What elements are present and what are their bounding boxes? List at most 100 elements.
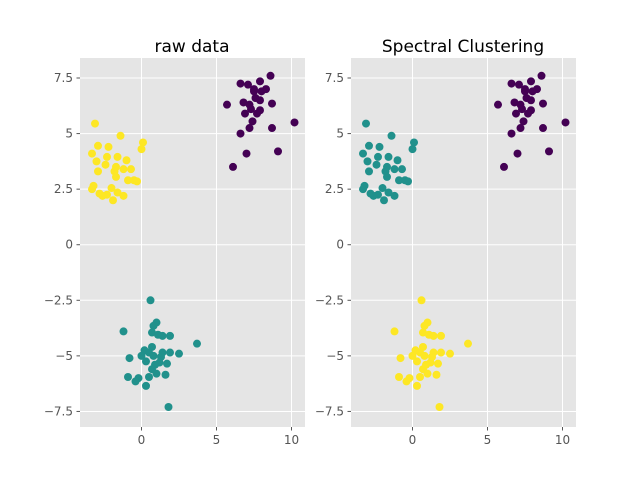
scatter-point [148,328,156,337]
scatter-point [413,357,421,366]
y-tick-label: 0 [65,238,73,252]
scatter-point [435,402,444,411]
scatter-point [122,156,131,165]
scatter-point [359,185,367,194]
scatter-point [193,339,201,348]
scatter-point [266,71,275,80]
scatter-point [161,370,170,379]
scatter-point [404,177,412,186]
scatter-point [146,296,155,305]
scatter-point [387,131,396,140]
scatter-point [375,142,384,151]
scatter-point [104,142,113,151]
panel-spectral-clustering: 0 5 10 −7.5 −5 −2.5 0 2.5 5 7.5 Spectral Clusterin… [315,37,576,447]
scatter-point [127,165,135,174]
scatter-point [91,119,99,128]
scatter-point [545,147,553,156]
y-tick-label: 0 [336,238,344,252]
scatter-point [245,124,254,133]
y-tick-label: 5 [65,127,73,141]
scatter-point [124,176,132,185]
scatter-point [112,172,120,181]
scatter-point [223,100,231,109]
scatter-point [539,99,547,108]
y-tick-label: 2.5 [54,182,73,196]
y-tick-label: −5 [326,349,344,363]
scatter-point [88,149,96,158]
scatter-point [163,359,171,368]
scatter-point [107,184,116,193]
scatter-point [374,152,382,161]
scatter-point [175,349,183,358]
scatter-point [131,377,140,386]
scatter-point [390,327,399,336]
scatter-point [390,191,399,200]
scatter-point [268,99,276,108]
scatter-point [527,77,535,86]
scatter-point [362,119,370,128]
scatter-point [250,87,258,96]
scatter-point [152,369,161,378]
scatter-point [413,381,421,390]
scatter-point [402,377,411,386]
scatter-point [113,188,122,197]
y-tick-label: −7.5 [315,404,344,418]
y-tick-label: −2.5 [44,293,73,307]
scatter-point [527,106,535,115]
y-tick-label: 2.5 [325,182,344,196]
scatter-point [416,372,424,381]
scatter-point [88,185,96,194]
scatter-point [113,152,122,161]
scatter-point [423,369,432,378]
scatter-point [363,157,372,166]
scatter-point [290,118,299,127]
scatter-point [395,176,403,185]
scatter-point [229,162,237,171]
scatter-point [268,124,276,133]
scatter-point [166,348,174,357]
scatter-point [537,71,546,80]
scatter-point [125,354,134,363]
scatter-point [507,79,516,88]
scatter-series [359,119,418,205]
scatter-point [256,96,264,105]
y-tick-label: 7.5 [325,71,344,85]
scatter-point [158,331,167,340]
scatter-series [223,71,299,171]
x-tick-label: 0 [409,433,417,447]
scatter-point [422,360,430,369]
scatter-series [390,296,472,411]
scatter-point [398,165,406,174]
scatter-point [500,162,508,171]
scatter-point [507,129,516,138]
scatter-point [429,331,438,340]
scatter-point [513,149,522,158]
scatter-point [494,100,502,109]
scatter-point [94,167,102,176]
scatter-point [124,372,132,381]
scatter-point [149,351,158,360]
scatter-point [119,327,128,336]
y-tick-label: −5 [55,349,73,363]
scatter-point [274,147,282,156]
scatter-point [390,165,399,174]
scatter-point [92,157,101,166]
scatter-point [384,152,393,161]
scatter-point [365,141,373,150]
y-tick-label: −7.5 [44,404,73,418]
scatter-point [247,105,255,114]
panel-raw-data: 0 5 10 −7.5 −5 −2.5 0 2.5 5 7.5 raw data [44,37,305,447]
scatter-point [242,149,251,158]
y-tick-label: 7.5 [54,71,73,85]
y-tick-label: −2.5 [315,293,344,307]
scatter-point [262,85,270,94]
scatter-point [119,191,128,200]
scatter-point [256,77,264,86]
scatter-series [494,71,570,171]
scatter-point [464,339,472,348]
scatter-point [410,138,418,147]
scatter-point [432,370,441,379]
scatter-point [420,321,429,330]
axes-background [80,58,305,427]
scatter-point [151,360,159,369]
